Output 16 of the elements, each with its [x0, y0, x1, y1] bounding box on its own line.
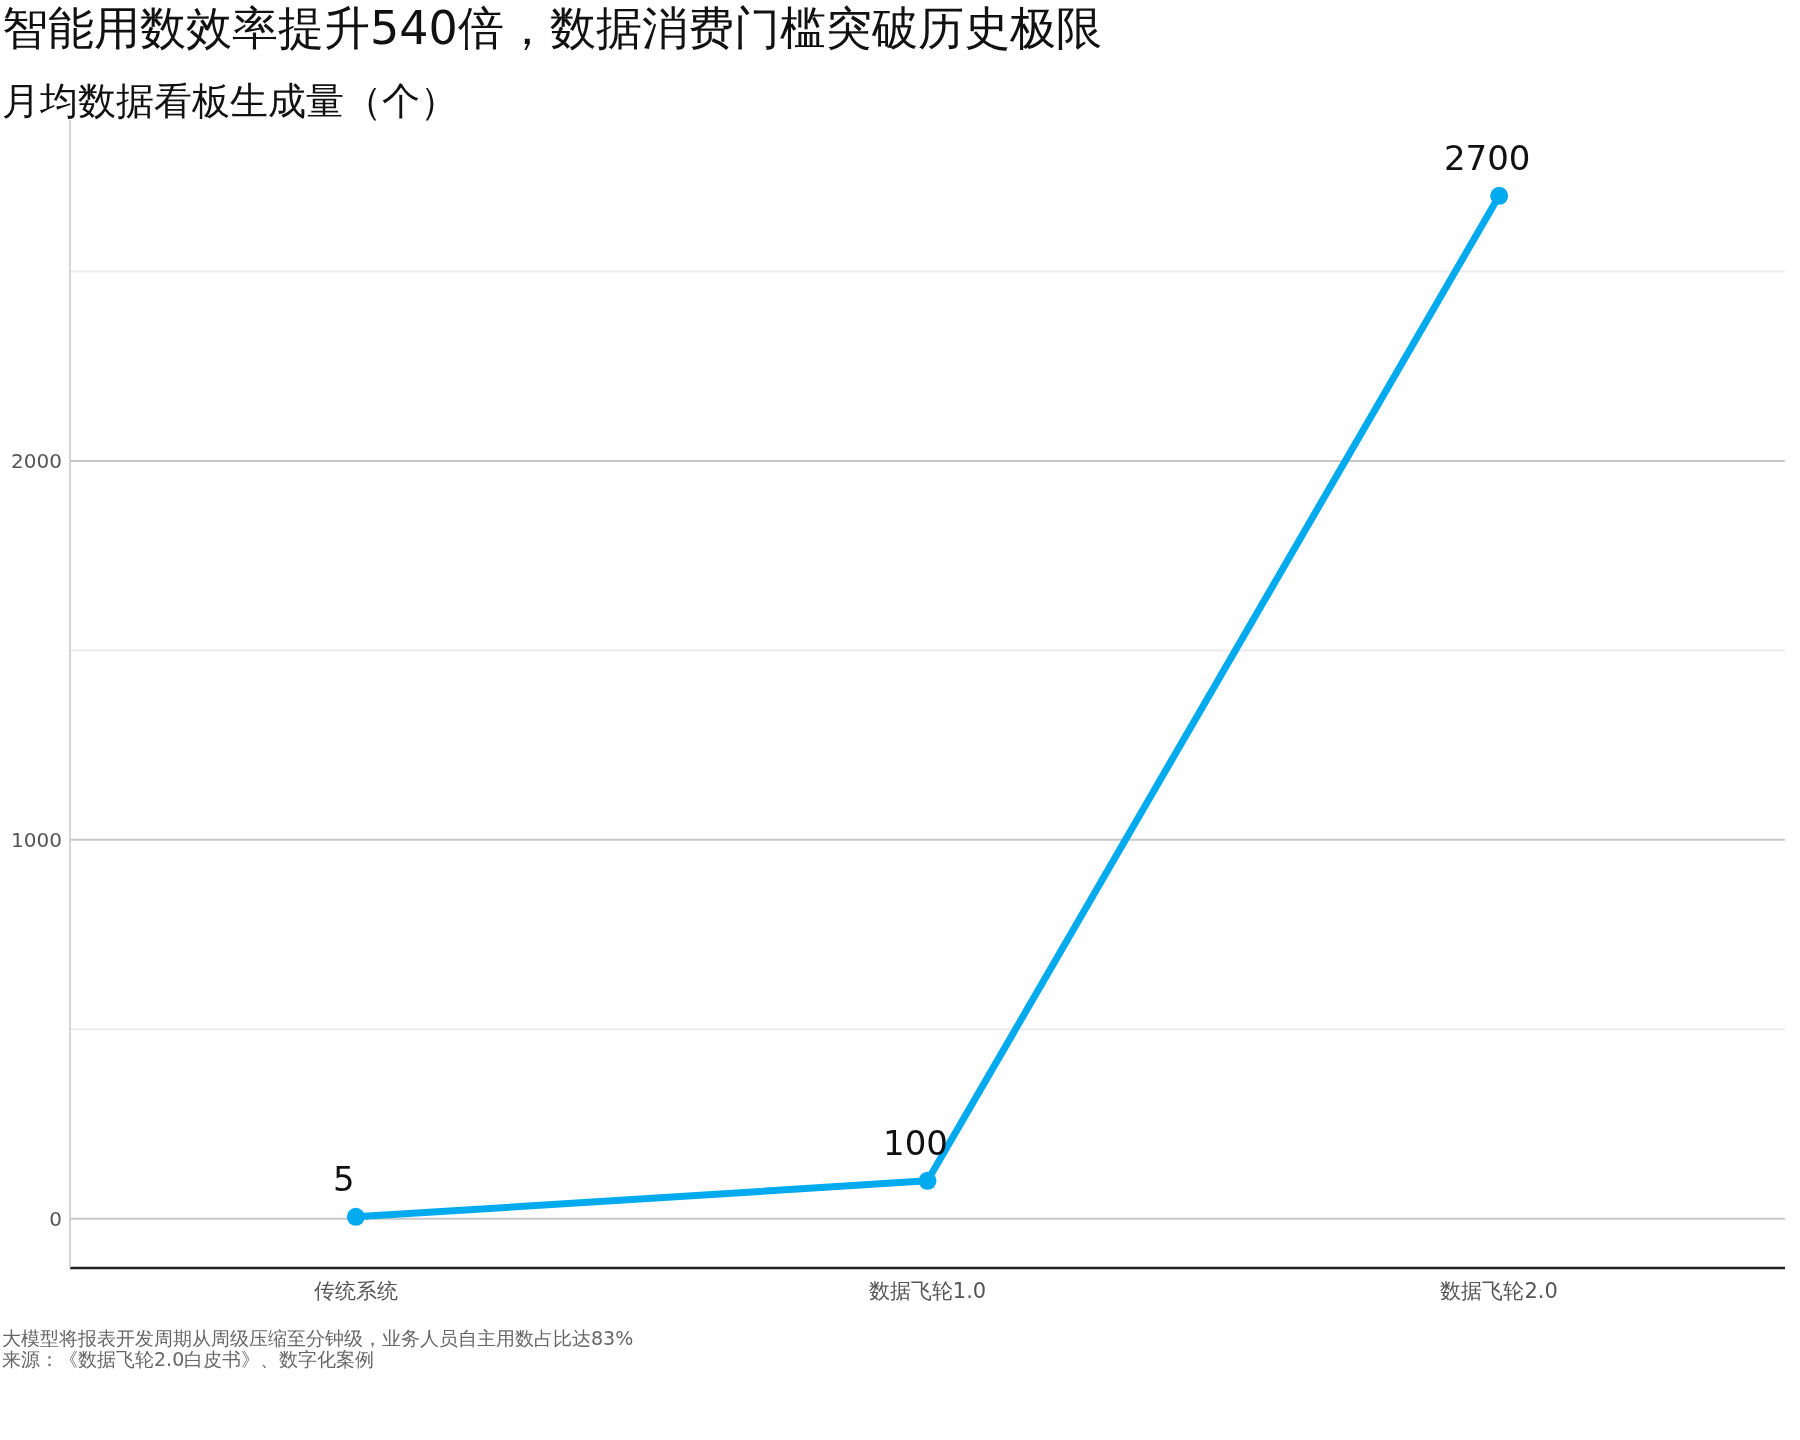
- chart-title: 智能用数效率提升540倍，数据消费门槛突破历史极限: [2, 1, 1102, 55]
- point: [346, 1207, 365, 1226]
- y-tick-label: 1000: [11, 827, 62, 852]
- chart-subtitle: 月均数据看板生成量（个）: [2, 79, 458, 123]
- x-tick-label: 传统系统: [313, 1279, 398, 1303]
- text: 大模型将报表开发周期从周级压缩至分钟级，业务人员自主用数占比达83%: [2, 1327, 634, 1349]
- data-label: 2700: [1443, 137, 1531, 178]
- y-tick-label: 0: [49, 1206, 62, 1231]
- x-tick-label: 数据飞轮1.0: [868, 1279, 987, 1303]
- x-tick-label: 数据飞轮2.0: [1440, 1279, 1558, 1303]
- point: [1490, 186, 1509, 205]
- point: [918, 1171, 937, 1190]
- data-label: 5: [333, 1158, 355, 1199]
- source-note: 来源：《数据飞轮2.0白皮书》、数字化案例: [2, 1348, 375, 1370]
- y-tick-label: 2000: [11, 448, 62, 473]
- data-label: 100: [883, 1122, 948, 1163]
